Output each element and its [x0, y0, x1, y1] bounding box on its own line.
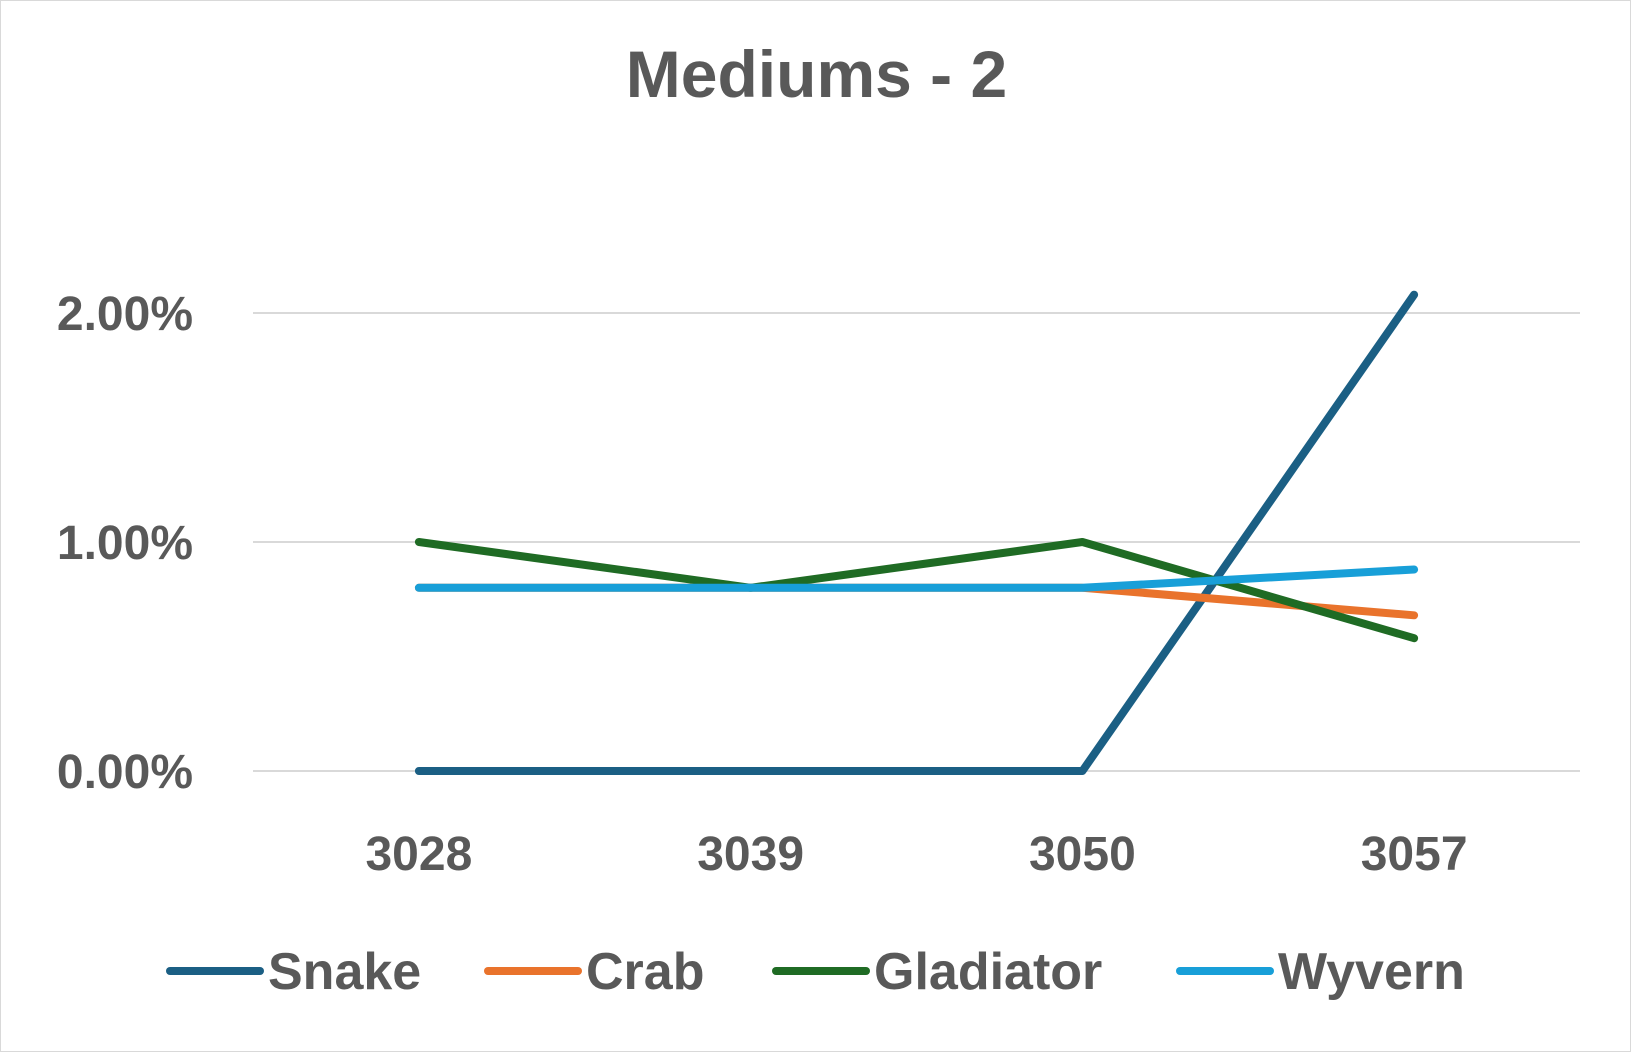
y-axis: 0.00% 1.00% 2.00%	[57, 288, 193, 799]
x-tick-label: 3050	[1029, 828, 1136, 881]
series-line-snake	[414, 290, 1419, 775]
y-tick-label: 0.00%	[57, 746, 193, 799]
legend-label-snake: Snake	[268, 943, 421, 1001]
x-axis: 3028 3039 3050 3057	[365, 828, 1467, 881]
y-tick-label: 1.00%	[57, 517, 193, 570]
legend-label-wyvern: Wyvern	[1278, 943, 1465, 1001]
legend: Snake Crab Gladiator Wyvern	[166, 943, 1465, 1001]
series-line-gladiator	[414, 538, 1419, 643]
y-tick-label: 2.00%	[57, 288, 193, 341]
x-tick-label: 3057	[1361, 828, 1468, 881]
legend-label-gladiator: Gladiator	[874, 943, 1102, 1001]
legend-label-crab: Crab	[586, 943, 704, 1001]
chart-title: Mediums - 2	[625, 37, 1008, 111]
x-tick-label: 3039	[697, 828, 804, 881]
gridlines	[253, 312, 1580, 772]
series-line-wyvern	[414, 565, 1419, 592]
series-lines	[414, 290, 1419, 775]
x-tick-label: 3028	[365, 828, 472, 881]
